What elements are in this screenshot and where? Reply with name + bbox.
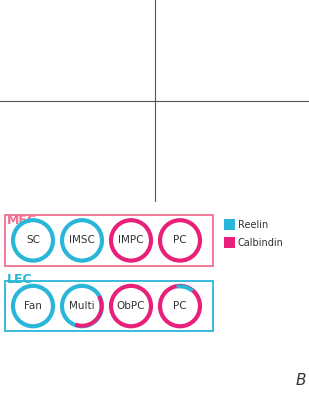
Text: SC: SC xyxy=(26,235,40,245)
Text: LEC: LEC xyxy=(75,175,94,184)
Text: Calbindin: Calbindin xyxy=(238,238,284,248)
Text: Fan: Fan xyxy=(24,301,42,311)
Text: IMPC: IMPC xyxy=(118,235,144,245)
Wedge shape xyxy=(75,295,104,328)
Text: LEC: LEC xyxy=(7,273,33,286)
Circle shape xyxy=(13,220,53,260)
Circle shape xyxy=(62,220,102,260)
Text: MEC: MEC xyxy=(7,214,37,227)
Text: Multi: Multi xyxy=(69,301,95,311)
Circle shape xyxy=(160,220,200,260)
Text: A: A xyxy=(292,106,301,116)
Circle shape xyxy=(13,286,53,326)
FancyBboxPatch shape xyxy=(5,281,213,331)
Text: Reelin: Reelin xyxy=(238,220,268,230)
Circle shape xyxy=(62,286,102,326)
Text: MEC: MEC xyxy=(175,75,197,84)
Text: RAT: RAT xyxy=(125,191,140,200)
Text: ObPC: ObPC xyxy=(117,301,145,311)
Text: MEC: MEC xyxy=(55,75,77,84)
Bar xyxy=(224,237,235,248)
Text: PC: PC xyxy=(173,301,187,311)
Circle shape xyxy=(111,220,151,260)
Circle shape xyxy=(111,286,151,326)
FancyBboxPatch shape xyxy=(5,215,213,266)
Circle shape xyxy=(160,286,200,326)
Text: LEC: LEC xyxy=(220,135,239,144)
Wedge shape xyxy=(176,284,194,292)
Text: MOUSE: MOUSE xyxy=(270,191,301,200)
Text: B: B xyxy=(296,373,307,388)
Text: IMSC: IMSC xyxy=(69,235,95,245)
Bar xyxy=(224,219,235,230)
Text: PC: PC xyxy=(173,235,187,245)
